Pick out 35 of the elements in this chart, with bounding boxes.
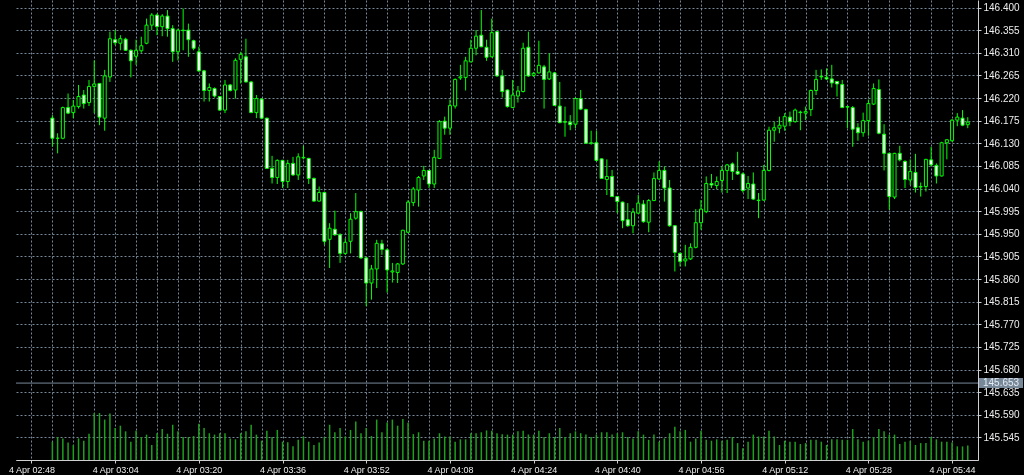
y-tick-label: 146.130 (983, 137, 1021, 149)
y-tick-label: 145.680 (983, 364, 1021, 376)
x-tick-label: 4 Apr 03:36 (260, 464, 307, 475)
y-tick-label: 145.635 (983, 386, 1021, 398)
x-tick-label: 4 Apr 05:28 (845, 464, 892, 475)
y-tick-label: 145.995 (983, 205, 1021, 217)
y-tick-label: 146.175 (983, 115, 1021, 127)
x-tick-label: 4 Apr 04:56 (678, 464, 725, 475)
y-tick-label: 145.815 (983, 296, 1021, 308)
x-tick-label: 4 Apr 04:08 (427, 464, 474, 475)
y-tick-label: 145.590 (983, 409, 1021, 421)
x-tick-label: 4 Apr 03:20 (176, 464, 223, 475)
y-tick-label: 146.310 (983, 47, 1021, 59)
y-tick-label: 145.905 (983, 250, 1021, 262)
y-tick-label: 146.400 (983, 2, 1021, 14)
y-tick-label: 146.220 (983, 92, 1021, 104)
y-tick-label: 146.265 (983, 69, 1021, 81)
candlestick (50, 114, 55, 148)
y-tick-label: 145.950 (983, 228, 1021, 240)
y-tick-label: 145.860 (983, 273, 1021, 285)
x-tick-label: 4 Apr 02:48 (8, 464, 55, 475)
ref-line-label: 145.653 (983, 377, 1020, 389)
y-tick-label: 146.355 (983, 24, 1021, 36)
x-tick-label: 4 Apr 05:12 (762, 464, 809, 475)
y-tick-label: 145.725 (983, 341, 1021, 353)
x-tick-label: 4 Apr 04:40 (594, 464, 641, 475)
y-tick-label: 145.545 (983, 431, 1021, 443)
candlestick (348, 212, 353, 254)
y-tick-label: 146.040 (983, 183, 1021, 195)
x-tick-label: 4 Apr 05:44 (929, 464, 976, 475)
x-tick-label: 4 Apr 03:52 (343, 464, 390, 475)
y-tick-label: 145.770 (983, 318, 1021, 330)
x-tick-label: 4 Apr 04:24 (511, 464, 558, 475)
x-tick-label: 4 Apr 03:04 (92, 464, 139, 475)
y-tick-label: 146.085 (983, 160, 1021, 172)
